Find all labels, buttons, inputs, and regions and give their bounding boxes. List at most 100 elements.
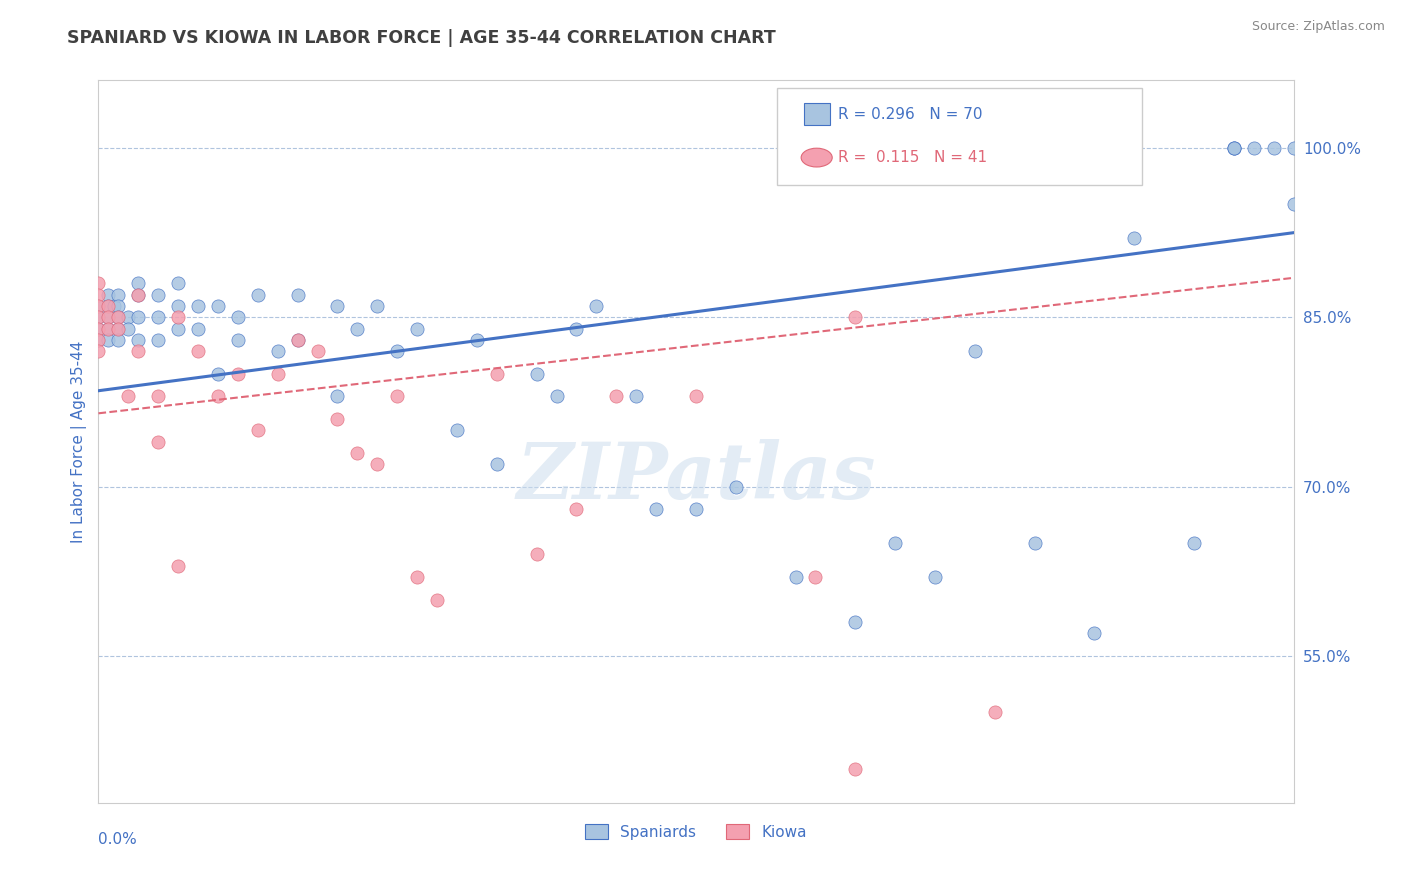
Point [1282, 141, 1305, 155]
Point [465, 333, 488, 347]
FancyBboxPatch shape [804, 103, 830, 125]
Point [87, 299, 110, 313]
Point [148, 434, 170, 449]
Point [127, 344, 149, 359]
Point [605, 389, 627, 403]
Point [246, 287, 269, 301]
Point [963, 344, 986, 359]
Point [385, 389, 409, 403]
Point [97, 287, 120, 301]
Point [526, 548, 548, 562]
Point [97, 310, 120, 325]
Point [97, 321, 120, 335]
Point [167, 321, 190, 335]
Point [844, 762, 866, 776]
Point [546, 389, 568, 403]
Point [984, 706, 1007, 720]
Point [1223, 141, 1246, 155]
Point [107, 310, 129, 325]
Point [107, 299, 129, 313]
Point [785, 570, 807, 584]
Text: 0.0%: 0.0% [98, 831, 138, 847]
Point [226, 310, 249, 325]
Point [565, 321, 588, 335]
Point [148, 287, 170, 301]
FancyBboxPatch shape [778, 87, 1142, 185]
Point [167, 558, 190, 573]
Point [346, 321, 368, 335]
Point [127, 310, 149, 325]
Point [406, 570, 429, 584]
Point [307, 344, 329, 359]
Point [148, 333, 170, 347]
Point [346, 446, 368, 460]
Point [103, 299, 125, 313]
Point [117, 321, 139, 335]
Text: R = 0.296   N = 70: R = 0.296 N = 70 [838, 107, 983, 121]
Point [87, 287, 110, 301]
Point [97, 299, 120, 313]
Point [127, 287, 149, 301]
Point [685, 502, 707, 516]
Point [385, 344, 409, 359]
Point [1263, 141, 1285, 155]
Point [426, 592, 449, 607]
Point [187, 299, 209, 313]
Point [326, 389, 349, 403]
Point [87, 333, 110, 347]
Point [884, 536, 907, 550]
Point [267, 344, 290, 359]
Point [446, 423, 468, 437]
Point [107, 333, 129, 347]
Point [685, 389, 707, 403]
Point [326, 412, 349, 426]
Point [246, 423, 269, 437]
Text: R =  0.115   N = 41: R = 0.115 N = 41 [838, 150, 987, 165]
Point [207, 367, 229, 381]
Point [107, 287, 129, 301]
Point [626, 389, 648, 403]
Point [585, 299, 607, 313]
Y-axis label: In Labor Force | Age 35-44: In Labor Force | Age 35-44 [72, 341, 87, 542]
Legend: Spaniards, Kiowa: Spaniards, Kiowa [579, 818, 813, 846]
Point [97, 321, 120, 335]
Point [127, 287, 149, 301]
Point [87, 277, 110, 291]
Text: SPANIARD VS KIOWA IN LABOR FORCE | AGE 35-44 CORRELATION CHART: SPANIARD VS KIOWA IN LABOR FORCE | AGE 3… [67, 29, 776, 46]
Point [97, 310, 120, 325]
Point [148, 310, 170, 325]
Point [804, 570, 827, 584]
Point [107, 321, 129, 335]
Point [1182, 536, 1205, 550]
Point [167, 277, 190, 291]
Point [87, 310, 110, 325]
Point [526, 367, 548, 381]
Point [1083, 626, 1105, 640]
Point [87, 310, 110, 325]
Point [87, 344, 110, 359]
Point [207, 299, 229, 313]
Point [1223, 141, 1246, 155]
Point [148, 389, 170, 403]
Point [267, 367, 290, 381]
Point [117, 310, 139, 325]
Point [97, 299, 120, 313]
Point [167, 299, 190, 313]
Text: Source: ZipAtlas.com: Source: ZipAtlas.com [1251, 20, 1385, 33]
Point [1282, 197, 1305, 211]
Point [565, 502, 588, 516]
Point [924, 570, 946, 584]
Point [1024, 536, 1046, 550]
Point [406, 321, 429, 335]
Point [844, 615, 866, 630]
Point [645, 502, 668, 516]
Point [287, 333, 309, 347]
Point [1123, 231, 1146, 245]
Point [207, 389, 229, 403]
Point [127, 333, 149, 347]
Point [226, 333, 249, 347]
Point [226, 367, 249, 381]
Point [187, 344, 209, 359]
Point [366, 299, 388, 313]
Point [87, 299, 110, 313]
